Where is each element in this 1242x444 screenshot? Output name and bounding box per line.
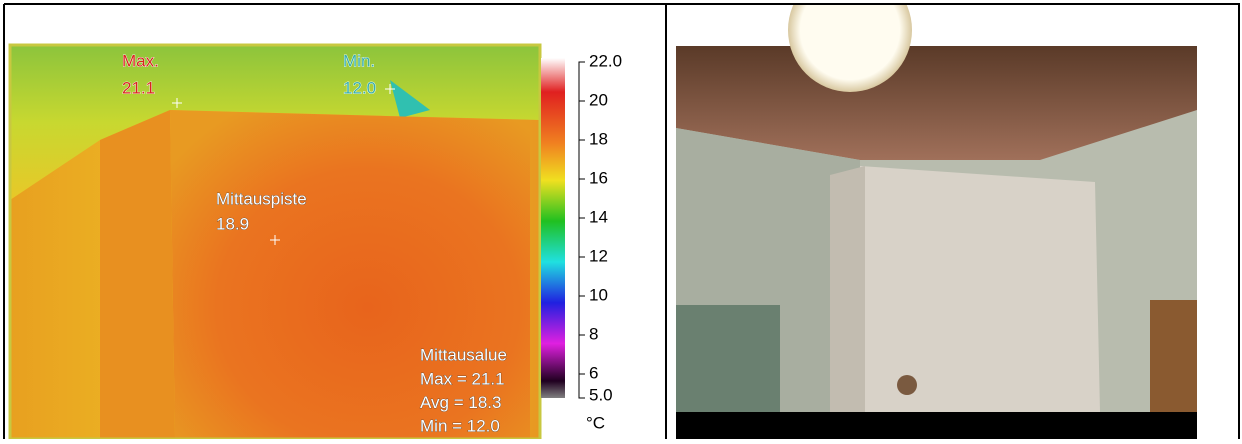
- spot-value: 18.9: [216, 214, 249, 233]
- scale-tick-label: 22.0: [589, 51, 622, 70]
- min-value: 12.0: [343, 78, 376, 97]
- page: Max. 21.1 Min. 12.0 Mittauspiste 18.9 Mi…: [0, 0, 1242, 439]
- color-scale: 22.0 20 18 16 14 12 10 8 6 5.0 °C: [541, 51, 622, 432]
- max-label: Max.: [122, 51, 159, 70]
- max-value: 21.1: [122, 78, 155, 97]
- scale-tick-label: 16: [589, 168, 608, 187]
- scale-tick-label: 5.0: [589, 385, 613, 404]
- scale-tick-label: 14: [589, 207, 608, 226]
- thermal-image: Max. 21.1 Min. 12.0 Mittauspiste 18.9 Mi…: [10, 45, 540, 439]
- scale-tick-label: 12: [589, 246, 608, 265]
- scale-tick-label: 8: [589, 324, 598, 343]
- scale-tick-label: 10: [589, 285, 608, 304]
- min-label: Min.: [343, 51, 375, 70]
- area-stat: Avg = 18.3: [420, 393, 501, 412]
- spot-label: Mittauspiste: [216, 189, 307, 208]
- area-stat: Max = 21.1: [420, 369, 505, 388]
- scale-tick-label: 6: [589, 363, 598, 382]
- scale-tick-label: 18: [589, 129, 608, 148]
- area-stat: Min = 12.0: [420, 416, 500, 435]
- scale-tick-label: 20: [589, 90, 608, 109]
- scale-unit: °C: [586, 413, 605, 432]
- area-label: Mittausalue: [420, 345, 507, 364]
